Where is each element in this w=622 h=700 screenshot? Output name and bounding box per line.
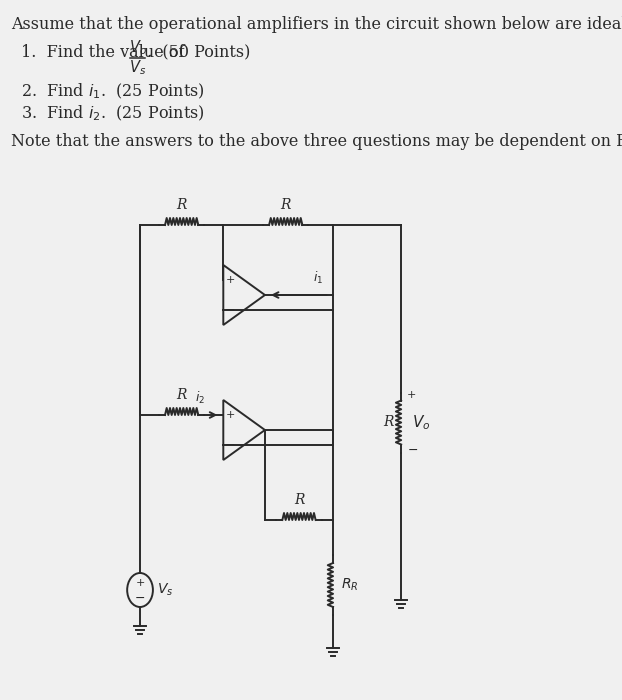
Text: Note that the answers to the above three questions may be dependent on R.: Note that the answers to the above three… bbox=[11, 133, 622, 150]
Text: +: + bbox=[225, 275, 234, 285]
Text: $V_o$: $V_o$ bbox=[412, 413, 430, 432]
Text: −: − bbox=[225, 304, 235, 316]
Text: +: + bbox=[225, 410, 234, 420]
Text: R: R bbox=[281, 198, 291, 212]
Text: 1.  Find the value of: 1. Find the value of bbox=[21, 44, 190, 61]
Text: 2.  Find $i_1$.  (25 Points): 2. Find $i_1$. (25 Points) bbox=[21, 82, 205, 102]
Text: −: − bbox=[407, 444, 418, 457]
Text: $V_s$: $V_s$ bbox=[129, 58, 146, 77]
Text: R: R bbox=[294, 493, 304, 507]
Text: R: R bbox=[383, 416, 394, 430]
Text: $i_1$: $i_1$ bbox=[313, 270, 323, 286]
Text: $V_o$: $V_o$ bbox=[129, 38, 147, 57]
Text: +: + bbox=[407, 389, 417, 400]
Text: $V_s$: $V_s$ bbox=[157, 582, 173, 598]
Text: −: − bbox=[135, 592, 146, 605]
Text: Assume that the operational amplifiers in the circuit shown below are ideal.: Assume that the operational amplifiers i… bbox=[11, 16, 622, 33]
Text: $i_2$: $i_2$ bbox=[195, 390, 205, 406]
Text: −: − bbox=[225, 438, 235, 452]
Text: 3.  Find $i_2$.  (25 Points): 3. Find $i_2$. (25 Points) bbox=[21, 104, 205, 123]
Text: R: R bbox=[177, 198, 187, 212]
Text: R: R bbox=[177, 388, 187, 402]
Text: .  (50 Points): . (50 Points) bbox=[147, 44, 250, 61]
Text: +: + bbox=[136, 578, 145, 588]
Text: $R_R$: $R_R$ bbox=[341, 577, 358, 593]
